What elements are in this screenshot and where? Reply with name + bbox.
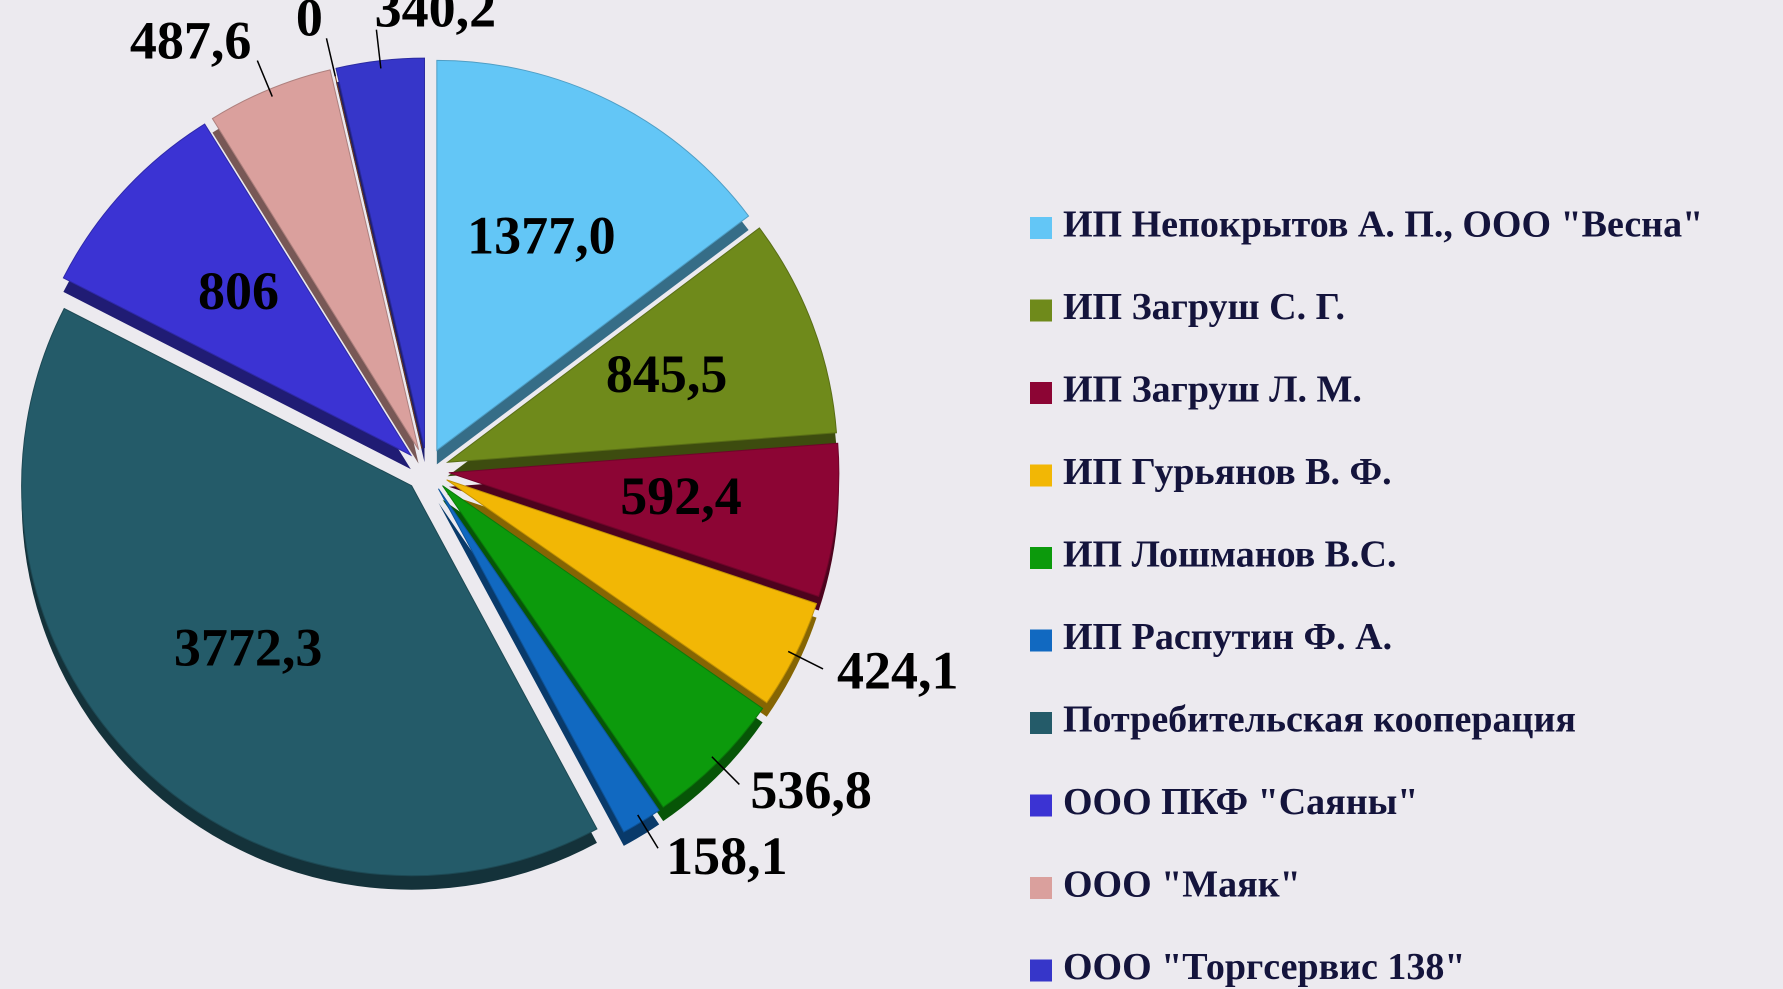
data-label: 806 — [198, 261, 279, 321]
legend-label: ООО "Маяк" — [1063, 864, 1301, 906]
data-label: 340,2 — [375, 0, 497, 39]
legend-swatch — [1030, 299, 1052, 322]
data-label: 1377,0 — [467, 205, 616, 265]
leader-line — [637, 814, 659, 849]
legend-swatch — [1030, 547, 1052, 569]
data-label: 592,4 — [620, 466, 742, 526]
legend-label: ИП Лошманов В.С. — [1063, 534, 1396, 576]
legend-swatch — [1030, 217, 1052, 239]
legend-label: ИП Загруш Л. М. — [1063, 369, 1362, 411]
legend-label: ООО ПКФ "Саяны" — [1063, 781, 1418, 823]
data-label: 424,1 — [837, 640, 959, 700]
data-label: 0 — [296, 0, 323, 48]
legend-label: ИП Распутин Ф. А. — [1063, 616, 1392, 658]
legend-swatch — [1030, 877, 1052, 899]
leader-line — [375, 29, 382, 69]
legend-label: Потребительская кооперация — [1063, 699, 1576, 741]
leader-line — [787, 650, 824, 670]
legend-swatch — [1030, 464, 1052, 487]
slice — [21, 307, 598, 877]
data-label: 3772,3 — [174, 618, 323, 678]
slice — [445, 227, 838, 463]
legend-swatch — [1030, 382, 1052, 404]
slice — [448, 442, 840, 598]
data-label: 536,8 — [750, 760, 872, 820]
leader-line — [325, 38, 337, 77]
slice — [436, 59, 750, 452]
legend-label: ООО "Торгсервис 138" — [1063, 946, 1466, 988]
legend-swatch — [1030, 629, 1052, 652]
legend-label: ИП Загруш С. Г. — [1063, 286, 1345, 328]
leader-line — [711, 756, 740, 785]
data-label: 845,5 — [606, 344, 728, 404]
legend-label: ИП Непокрытов А. П., ООО "Весна" — [1063, 204, 1703, 246]
legend-label: ИП Гурьянов В. Ф. — [1063, 451, 1392, 493]
leader-line — [256, 60, 273, 97]
legend-swatch — [1030, 712, 1052, 734]
legend-swatch — [1030, 794, 1052, 817]
slice — [62, 123, 413, 457]
data-label: 487,6 — [130, 11, 252, 71]
legend-swatch — [1030, 959, 1052, 982]
data-label: 158,1 — [666, 826, 788, 886]
